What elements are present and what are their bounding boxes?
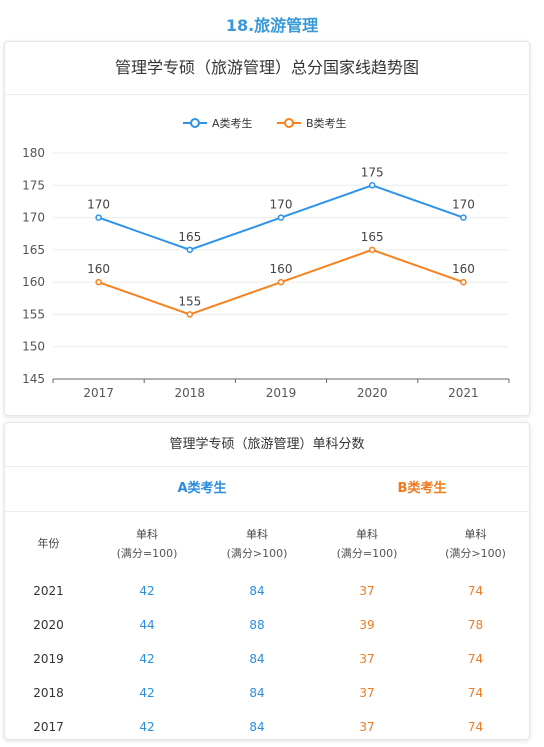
data-point <box>460 278 467 286</box>
data-point <box>277 214 285 221</box>
cell-b-over100: 74 <box>467 652 484 666</box>
cell-a-over100: 88 <box>249 618 265 632</box>
chart-title: 管理学专硕（旅游管理）总分国家线趋势图 <box>5 42 529 95</box>
chart-card: 管理学专硕（旅游管理）总分国家线趋势图 145 150 155 160 165 170 17… <box>4 41 530 416</box>
x-tick-label: 2021 <box>448 386 479 400</box>
data-label: 160 <box>452 262 475 276</box>
x-tick-label: 2018 <box>175 386 206 400</box>
group-b-label: B类考生 <box>397 481 447 496</box>
score-table: 年份 单科 (满分=100) 单科 (满分>100) 单科 (满分=100) 单科 (满… <box>5 512 529 744</box>
header-a-over100: 单科 (满分>100) <box>226 527 288 560</box>
table-row: 2017 42 84 37 74 <box>5 710 529 744</box>
y-tick-label: 165 <box>22 243 45 257</box>
cell-year: 2020 <box>33 618 64 632</box>
cell-b-over100: 74 <box>467 720 484 734</box>
cell-b-100: 37 <box>359 652 375 666</box>
cell-a-100: 44 <box>139 618 155 632</box>
x-tick-label: 2017 <box>83 386 114 400</box>
cell-a-100: 42 <box>139 720 155 734</box>
table-row: 2020 44 88 39 78 <box>5 608 529 642</box>
data-label: 170 <box>270 198 293 212</box>
cell-a-over100: 84 <box>249 720 265 734</box>
cell-b-100: 37 <box>359 686 375 700</box>
cell-a-over100: 84 <box>249 584 265 598</box>
data-label: 170 <box>452 198 475 212</box>
table-row: 2019 42 84 37 74 <box>5 642 529 676</box>
table-title: 管理学专硕（旅游管理）单科分数 <box>5 423 529 467</box>
x-tick-label: 2020 <box>357 386 388 400</box>
data-point <box>186 246 194 254</box>
score-table-card: 管理学专硕（旅游管理）单科分数 A类考生 B类考生 年份 单科 (满分=100) … <box>4 422 530 740</box>
data-label: 175 <box>361 165 384 179</box>
cell-b-over100: 78 <box>467 618 484 632</box>
x-tick-label: 2019 <box>266 386 297 400</box>
table-row: 2021 42 84 37 74 <box>5 574 529 608</box>
header-b-100: 单科 (满分=100) <box>336 527 398 560</box>
data-point <box>368 182 376 189</box>
cell-b-over100: 74 <box>467 584 484 598</box>
cell-a-100: 42 <box>139 652 155 666</box>
data-label: 160 <box>270 262 293 276</box>
data-label: 170 <box>87 198 110 212</box>
cell-a-over100: 84 <box>249 652 265 666</box>
cell-b-over100: 74 <box>467 686 484 700</box>
y-tick-label: 160 <box>22 275 45 289</box>
data-label: 155 <box>178 294 201 308</box>
data-label: 165 <box>361 230 384 244</box>
header-b-over100: 单科 (满分>100) <box>445 527 506 560</box>
cell-year: 2021 <box>33 584 64 598</box>
cell-b-100: 39 <box>359 618 375 632</box>
data-point <box>95 278 102 286</box>
cell-year: 2019 <box>33 652 64 666</box>
data-label: 165 <box>178 230 201 244</box>
section-heading: 18.旅游管理 <box>225 16 319 35</box>
line-chart: 145 150 155 160 165 170 175 180 2017 2018 2019 2020… <box>22 116 510 400</box>
data-point <box>368 246 376 254</box>
header-year: 年份 <box>37 537 60 550</box>
cell-b-100: 37 <box>359 584 375 598</box>
cell-a-over100: 84 <box>249 686 265 700</box>
legend-label: A类考生 <box>212 116 253 130</box>
cell-b-100: 37 <box>359 720 375 734</box>
legend-marker <box>284 118 294 128</box>
y-tick-label: 150 <box>22 340 45 354</box>
data-point <box>460 214 467 221</box>
group-header-row: A类考生 B类考生 <box>5 467 529 512</box>
y-tick-label: 170 <box>22 211 45 225</box>
cell-a-100: 42 <box>139 686 155 700</box>
data-point <box>186 311 194 318</box>
legend-marker <box>190 118 200 128</box>
y-tick-label: 155 <box>22 307 45 321</box>
cell-a-100: 42 <box>139 584 155 598</box>
y-tick-label: 175 <box>22 178 45 192</box>
data-point <box>95 214 102 221</box>
table-row: 2018 42 84 37 74 <box>5 676 529 710</box>
y-tick-label: 145 <box>22 372 45 386</box>
header-a-100: 单科 (满分=100) <box>116 527 178 560</box>
data-point <box>277 278 285 286</box>
legend-label: B类考生 <box>306 116 347 130</box>
cell-year: 2017 <box>33 720 64 734</box>
y-tick-label: 180 <box>22 146 45 160</box>
table-header-row: 年份 单科 (满分=100) 单科 (满分>100) 单科 (满分=100) 单科 (满… <box>5 512 529 574</box>
group-a-label: A类考生 <box>177 481 227 496</box>
cell-year: 2018 <box>33 686 64 700</box>
data-label: 160 <box>87 262 110 276</box>
